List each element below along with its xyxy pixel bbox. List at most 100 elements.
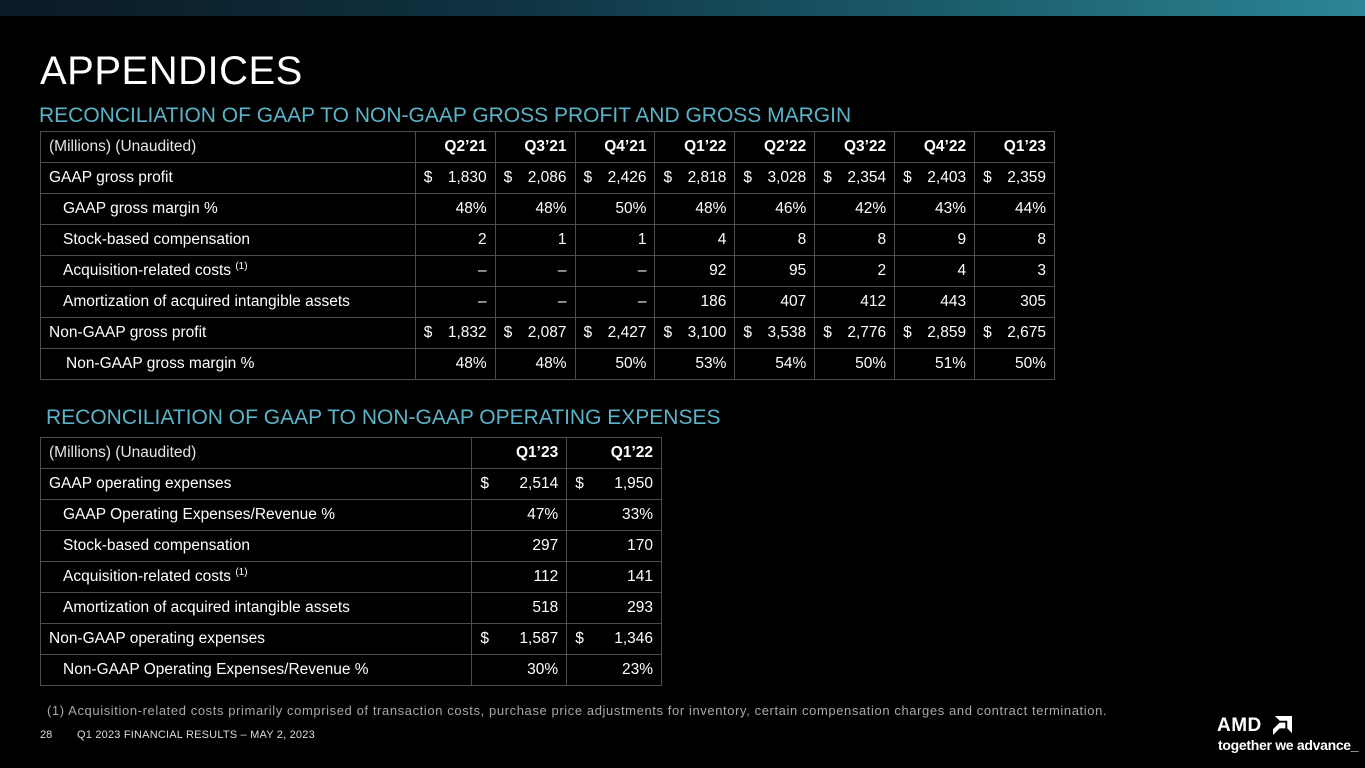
cell-value: 53%: [695, 355, 727, 372]
cell-value: –: [478, 293, 487, 310]
cell-value: 50%: [615, 355, 647, 372]
dollar-sign: $: [575, 630, 584, 647]
cell-value: –: [557, 262, 567, 279]
cell-value: 46%: [775, 200, 807, 217]
value-cell: 293: [566, 592, 662, 624]
cell-value: 412: [860, 293, 887, 310]
cell-value: 518: [532, 599, 559, 616]
cell-value: 23%: [621, 661, 653, 678]
cell-value: 3,100: [687, 324, 727, 341]
cell-value: 44%: [1014, 200, 1046, 217]
value-cell: 48%: [494, 193, 576, 225]
row-label-cell: Non-GAAP operating expenses: [39, 623, 473, 655]
cell-value: 42%: [855, 200, 887, 217]
value-cell: $3,538: [734, 317, 816, 349]
value-cell: 48%: [414, 348, 496, 380]
row-label: Amortization of acquired intangible asse…: [63, 599, 350, 616]
value-cell: $2,776: [814, 317, 896, 349]
cell-value: 43%: [935, 200, 967, 217]
dollar-sign: $: [823, 324, 832, 341]
value-cell: –: [414, 286, 496, 318]
table-row: GAAP Operating Expenses/Revenue % 47% 33%: [39, 499, 662, 531]
row-label: Non-GAAP Operating Expenses/Revenue %: [63, 661, 369, 678]
value-cell: 44%: [974, 193, 1055, 225]
row-label-cell: Amortization of acquired intangible asse…: [39, 592, 473, 624]
dollar-sign: $: [480, 475, 490, 492]
table-header-label: (Millions) (Unaudited): [39, 437, 473, 469]
dollar-sign: $: [663, 169, 673, 186]
value-cell: 297: [471, 530, 568, 562]
footnote: (1) Acquisition-related costs primarily …: [47, 703, 1108, 718]
table-row: Stock-based compensation 297 170: [39, 530, 662, 562]
cell-value: 2,675: [1007, 324, 1046, 341]
value-cell: 2: [414, 224, 496, 256]
value-cell: 8: [734, 224, 816, 256]
value-cell: 48%: [494, 348, 576, 380]
value-cell: 3: [974, 255, 1055, 287]
value-cell: 53%: [654, 348, 736, 380]
table-row: GAAP operating expenses $2,514 $1,950: [39, 468, 662, 500]
table-row: Stock-based compensation 2 1 1 4 8 8 9 8: [40, 224, 1055, 256]
table-row: Acquisition-related costs (1) 112 141: [39, 561, 662, 593]
dollar-sign: $: [583, 324, 593, 341]
cell-value: 2,087: [527, 324, 567, 341]
table-row: Acquisition-related costs (1) – – – 92 95 2 4 3: [40, 255, 1055, 287]
table-header-row: (Millions) (Unaudited) Q2’21 Q3’21 Q4’21 Q1’…: [40, 131, 1055, 163]
amd-logo: AMD together we advance_: [1217, 715, 1359, 755]
footnote-marker: (1): [235, 261, 248, 273]
row-label: Amortization of acquired intangible asse…: [63, 293, 350, 310]
cell-value: 170: [627, 537, 653, 554]
row-label-cell: GAAP gross margin %: [40, 193, 416, 225]
row-label-cell: Non-GAAP gross margin %: [40, 348, 416, 380]
cell-value: 48%: [535, 355, 567, 372]
cell-value: 1,587: [519, 630, 559, 647]
cell-value: 2,776: [847, 324, 887, 341]
value-cell: –: [414, 255, 496, 287]
cell-value: 9: [957, 231, 967, 248]
table-row: Non-GAAP gross margin % 48% 48% 50% 53% 54% 50…: [40, 348, 1055, 380]
cell-value: –: [557, 293, 567, 310]
value-cell: 170: [566, 530, 662, 562]
cell-value: 3: [1037, 262, 1046, 279]
value-cell: 407: [734, 286, 816, 318]
value-cell: 43%: [894, 193, 976, 225]
row-label-cell: Stock-based compensation: [40, 224, 416, 256]
cell-value: 2,859: [927, 324, 967, 341]
cell-value: 2: [877, 262, 887, 279]
gross-profit-section-title: RECONCILIATION OF GAAP TO NON-GAAP GROSS…: [39, 104, 852, 127]
period-header: Q1’23: [974, 131, 1055, 163]
cell-value: 95: [789, 262, 807, 279]
period-header: Q4’21: [574, 131, 656, 163]
cell-value: 50%: [1014, 355, 1046, 372]
row-label: GAAP Operating Expenses/Revenue %: [63, 506, 335, 523]
page-title: APPENDICES: [40, 49, 303, 93]
cell-value: 51%: [935, 355, 967, 372]
cell-value: 141: [627, 568, 653, 585]
row-label-cell: Amortization of acquired intangible asse…: [40, 286, 416, 318]
cell-value: 30%: [527, 661, 559, 678]
value-cell: 50%: [974, 348, 1055, 380]
dollar-sign: $: [503, 169, 513, 186]
value-cell: –: [574, 286, 656, 318]
cell-value: 293: [627, 599, 653, 616]
cell-value: 47%: [527, 506, 559, 523]
value-cell: $2,514: [471, 468, 568, 500]
value-cell: 48%: [654, 193, 736, 225]
value-cell: –: [574, 255, 656, 287]
cell-value: 1,832: [447, 324, 487, 341]
operating-expenses-table: (Millions) (Unaudited) Q1’23 Q1’22 GAAP op…: [39, 437, 662, 686]
footer-text: Q1 2023 FINANCIAL RESULTS – MAY 2, 2023: [77, 729, 315, 741]
cell-value: 54%: [775, 355, 807, 372]
period-header: Q1’22: [654, 131, 736, 163]
value-cell: $2,818: [654, 162, 736, 194]
operating-expenses-section-title: RECONCILIATION OF GAAP TO NON-GAAP OPERA…: [46, 406, 721, 429]
value-cell: 42%: [814, 193, 896, 225]
cell-value: 50%: [615, 200, 647, 217]
value-cell: 47%: [471, 499, 568, 531]
value-cell: $3,100: [654, 317, 736, 349]
cell-value: –: [637, 262, 647, 279]
value-cell: 141: [566, 561, 662, 593]
dollar-sign: $: [480, 630, 490, 647]
row-label-cell: Stock-based compensation: [39, 530, 473, 562]
dollar-sign: $: [503, 324, 513, 341]
